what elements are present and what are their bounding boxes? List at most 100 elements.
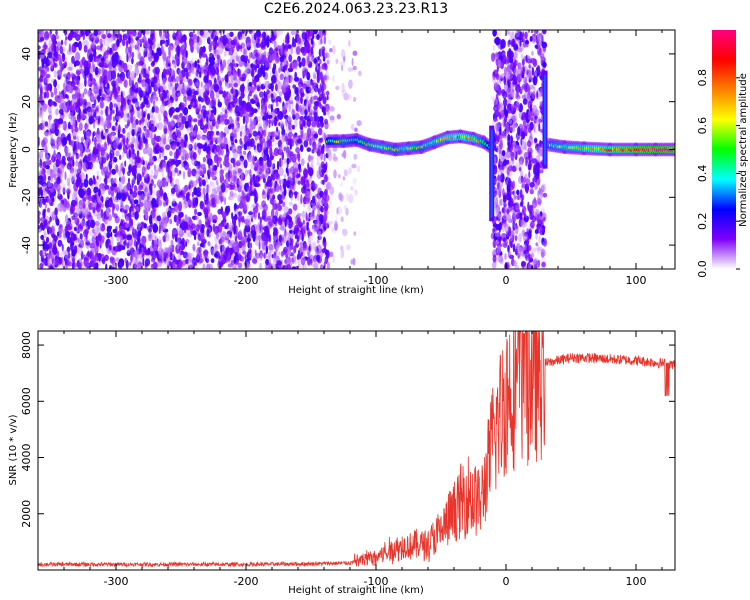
spectrogram-noise-speck <box>119 154 122 160</box>
page-title: C2E6.2024.063.23.23.R13 <box>263 1 449 17</box>
spectrogram-noise-speck <box>174 99 178 110</box>
spectrogram-noise-speck <box>312 183 318 190</box>
spectrogram-noise-speck <box>252 123 255 130</box>
spectrogram-noise-speck <box>121 192 127 202</box>
spectrogram-noise-speck <box>148 125 154 131</box>
spectrogram-noise-speck <box>164 139 168 145</box>
spectrogram-noise-speck <box>312 141 317 150</box>
spectrogram-noise-speck <box>87 80 91 85</box>
spectrogram-noise-speck <box>217 54 221 65</box>
spectrogram-noise-speck <box>169 218 173 225</box>
spectrogram-noise-speck <box>129 44 132 54</box>
spectrogram-noise-speck <box>230 74 234 83</box>
spectrogram-noise-speck <box>181 220 187 231</box>
spectrogram-noise-speck <box>303 169 309 178</box>
spectrogram-noise-speck <box>43 41 47 52</box>
spectrogram-noise-speck <box>223 126 230 135</box>
spectrogram-noise-speck <box>280 187 284 195</box>
spectrogram-noise-speck <box>215 130 220 136</box>
spectrogram-noise-speck <box>187 199 191 206</box>
spectrogram-noise-speck <box>144 108 148 116</box>
spectrogram-noise-speck <box>232 150 238 159</box>
spectrogram-noise-speck <box>222 34 227 44</box>
spectrogram-noise-speck <box>313 73 317 80</box>
spectrogram-noise-speck <box>272 53 278 59</box>
spectrogram-noise-speck <box>134 211 139 220</box>
spectrogram-noise-speck <box>299 104 303 113</box>
spectrogram-noise-speck <box>91 137 94 142</box>
spectrogram-noise-speck <box>141 241 146 246</box>
spectrogram-noise-speck <box>237 68 242 79</box>
spectrogram-noise-speck <box>128 44 135 53</box>
spectrogram-noise-speck <box>285 146 290 154</box>
spectrogram-noise-speck <box>60 183 67 193</box>
spectrogram-noise-speck <box>308 176 312 183</box>
spectrogram-noise-speck <box>199 242 205 248</box>
spectrogram-noise-speck <box>76 153 80 159</box>
spectrogram-noise-speck <box>231 144 235 152</box>
spectrogram-noise-speck <box>289 237 292 247</box>
spectrogram-noise-speck <box>110 235 114 245</box>
spectrogram-noise-speck <box>245 115 249 124</box>
spectrogram-noise-speck <box>178 126 182 133</box>
spectrogram-noise-speck <box>76 176 82 186</box>
spectrogram-noise-speck <box>112 140 119 150</box>
spectrogram-noise-speck <box>123 79 128 88</box>
spectrogram-noise-speck <box>206 110 210 116</box>
spectrogram-noise-speck <box>188 264 192 269</box>
spectrogram-noise-speck <box>168 261 172 266</box>
spectrogram-noise-speck <box>40 216 46 223</box>
spectrogram-noise-speck <box>121 151 125 158</box>
spectrogram-noise-speck <box>327 110 330 118</box>
spectrogram-noise-speck <box>155 123 160 129</box>
spectrogram-noise-speck <box>324 118 328 125</box>
spectrogram-noise-speck <box>103 62 108 69</box>
spectrogram-noise-speck <box>169 166 172 173</box>
spectrogram-noise-speck <box>72 190 76 195</box>
spectrogram-noise-speck <box>85 139 89 148</box>
spectrogram-noise-speck <box>278 251 281 256</box>
spectrogram-noise-speck <box>295 46 301 55</box>
spectrogram-noise-speck <box>163 254 167 262</box>
spectrogram-noise-speck <box>250 118 256 126</box>
spectrogram-noise-speck <box>313 58 318 64</box>
spectrogram-noise-speck <box>87 108 93 118</box>
spectrogram-noise-speck <box>285 102 289 108</box>
spectrogram-noise-speck <box>314 244 318 254</box>
spectrogram-noise-speck <box>297 154 301 163</box>
spectrogram-noise-speck <box>302 244 308 251</box>
spectrogram-noise-speck <box>285 121 288 132</box>
spectrogram-noise-speck <box>266 168 270 177</box>
spectrogram-noise-speck <box>105 88 111 93</box>
spectrogram-noise-speck <box>306 224 309 231</box>
spectrogram-noise-speck <box>109 166 112 176</box>
spectrogram-noise-speck <box>283 173 287 179</box>
spectrogram-noise-speck <box>322 179 325 185</box>
spectrogram-noise-speck <box>71 31 77 38</box>
spectrogram-noise-speck <box>184 231 189 238</box>
spectrogram-noise-speck <box>111 80 117 87</box>
spectrogram-noise-speck <box>277 139 283 147</box>
spectrogram-noise-speck <box>107 66 113 72</box>
spectrogram-noise-speck <box>252 155 256 165</box>
spectrogram-noise-speck <box>48 116 52 125</box>
spectrogram-noise-speck <box>319 58 322 65</box>
spectrogram-noise-speck <box>253 32 257 41</box>
spectrogram-noise-speck <box>188 143 193 151</box>
spectrogram-noise-speck <box>45 73 51 79</box>
spectrogram-noise-speck <box>109 65 113 73</box>
spectrogram-noise-speck <box>95 58 101 64</box>
spectrogram-noise-speck <box>323 206 328 214</box>
spectrogram-noise-speck <box>281 237 284 242</box>
spectrogram-noise-speck <box>290 75 294 85</box>
spectrogram-noise-speck <box>47 226 53 234</box>
spectrogram-noise-speck <box>201 179 206 187</box>
spectrogram-noise-speck <box>182 170 186 180</box>
spectrogram-noise-speck <box>126 53 129 63</box>
spectrogram-noise-speck <box>108 173 111 183</box>
spectrogram-noise-speck <box>305 102 309 111</box>
spectrogram-noise-speck <box>135 156 142 164</box>
spectrogram-noise-speck <box>135 125 140 131</box>
spectrogram-noise-speck <box>238 88 241 96</box>
spectrogram-noise-speck <box>78 143 84 154</box>
